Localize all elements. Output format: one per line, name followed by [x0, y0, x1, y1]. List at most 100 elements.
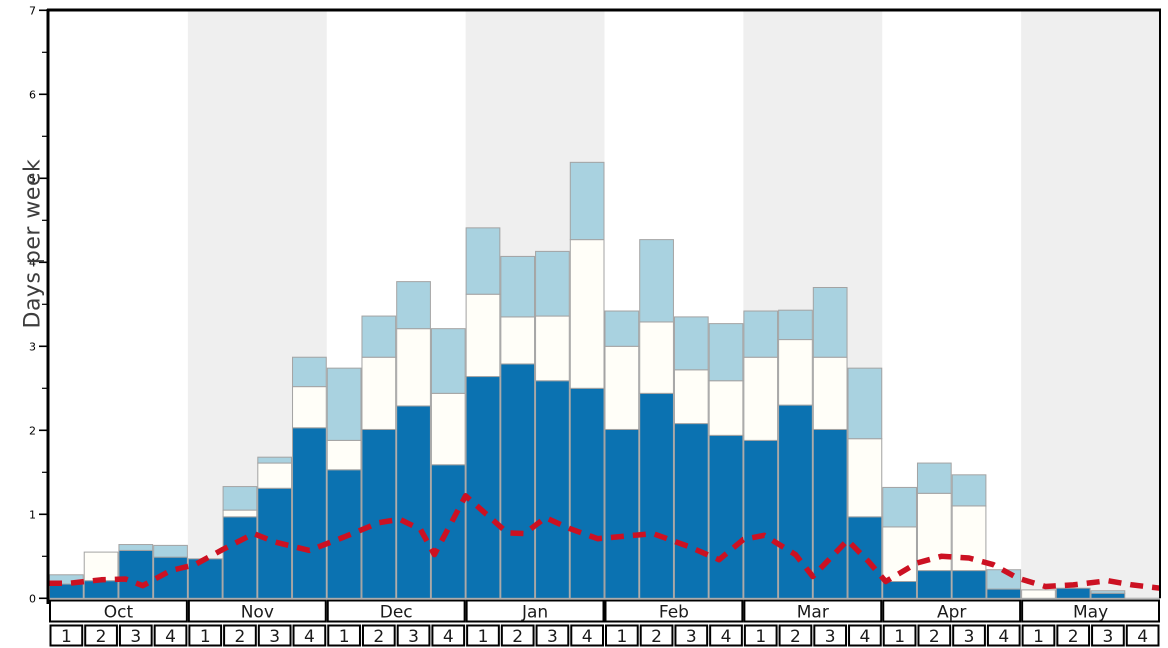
- bar-mar-w1-dark-blue-bottom: [743, 439, 779, 599]
- month-label-oct: Oct: [104, 603, 134, 623]
- y-tick-label: 2: [29, 424, 36, 437]
- week-number-label: 2: [1068, 627, 1079, 647]
- bar-dec-w3-white-middle: [396, 328, 431, 407]
- week-cell: [813, 624, 848, 647]
- bar-jan-w2-white-middle: [500, 316, 536, 365]
- week-cell: [466, 624, 500, 647]
- bar-mar-w1-light-blue-top: [743, 310, 779, 358]
- bar-feb-w2-white-middle: [639, 321, 674, 394]
- week-cell: [570, 624, 604, 647]
- bar-oct-w1-dark-blue-bottom: [49, 583, 84, 599]
- bar-feb-w1-white-middle: [604, 345, 640, 430]
- bar-dec-w4-white-middle: [430, 392, 466, 466]
- week-cell: [674, 624, 709, 647]
- bar-nov-w2-light-blue-top: [222, 486, 258, 511]
- week-cell: [952, 624, 986, 647]
- week-cell: [327, 624, 361, 647]
- bar-jan-w2-light-blue-top: [500, 255, 536, 318]
- month-label-dec: Dec: [380, 603, 413, 623]
- week-number-label: 2: [929, 627, 940, 647]
- week-cell: [153, 624, 188, 647]
- bar-mar-w4-light-blue-top: [847, 367, 883, 440]
- week-number-label: 4: [443, 627, 454, 647]
- month-label-jan: Jan: [521, 603, 548, 623]
- month-label-mar: Mar: [797, 603, 829, 623]
- y-tick-label: 5: [29, 172, 36, 185]
- bar-may-w3-light-blue-top: [1090, 590, 1126, 594]
- week-number-label: 2: [235, 627, 246, 647]
- bar-feb-w2-dark-blue-bottom: [639, 392, 674, 599]
- week-cell: [431, 624, 466, 647]
- dashed-red-trend: [49, 493, 1161, 591]
- week-cell: [1056, 624, 1091, 647]
- bar-dec-w1-light-blue-top: [326, 367, 362, 441]
- month-shading-band-may: [1021, 11, 1160, 598]
- bar-jan-w1-dark-blue-bottom: [465, 376, 501, 599]
- y-tick-label: 3: [29, 340, 36, 353]
- week-number-label: 1: [200, 627, 211, 647]
- week-number-label: 1: [61, 627, 72, 647]
- week-number-label: 3: [130, 627, 141, 647]
- week-cell: [778, 624, 813, 647]
- week-number-label: 4: [165, 627, 176, 647]
- week-cell: [605, 624, 639, 647]
- week-cell: [917, 624, 952, 647]
- bar-jan-w4-light-blue-top: [569, 161, 605, 241]
- week-cell: [1021, 624, 1056, 647]
- week-number-label: 2: [512, 627, 523, 647]
- week-number-label: 3: [825, 627, 836, 647]
- week-number-label: 1: [894, 627, 905, 647]
- week-cell: [1125, 624, 1160, 647]
- y-tick-label: 1: [29, 508, 36, 521]
- week-number-label: 3: [408, 627, 419, 647]
- month-cell-dec: [326, 599, 466, 623]
- week-cell: [743, 624, 778, 647]
- week-number-label: 3: [547, 627, 558, 647]
- bar-feb-w3-dark-blue-bottom: [673, 423, 709, 599]
- bar-apr-w2-dark-blue-bottom: [916, 570, 952, 599]
- bar-may-w3-dark-blue-bottom: [1090, 592, 1126, 599]
- week-cell: [396, 624, 431, 647]
- y-tick-label: 4: [29, 256, 36, 269]
- week-number-label: 4: [582, 627, 593, 647]
- bar-jan-w4-dark-blue-bottom: [569, 387, 605, 599]
- bar-feb-w3-white-middle: [673, 369, 709, 425]
- bar-may-w2-dark-blue-bottom: [1055, 587, 1091, 599]
- bar-oct-w4-light-blue-top: [153, 544, 188, 558]
- bar-jan-w1-white-middle: [465, 293, 501, 378]
- week-number-label: 3: [269, 627, 280, 647]
- bar-dec-w1-white-middle: [326, 439, 362, 471]
- bar-oct-w3-dark-blue-bottom: [118, 549, 154, 599]
- month-cell-apr: [882, 599, 1022, 623]
- bar-jan-w3-light-blue-top: [535, 250, 570, 317]
- week-number-label: 2: [790, 627, 801, 647]
- week-cell: [118, 624, 153, 647]
- week-number-label: 2: [96, 627, 107, 647]
- bar-feb-w4-dark-blue-bottom: [708, 434, 744, 599]
- week-cell: [500, 624, 535, 647]
- bar-nov-w2-dark-blue-bottom: [222, 516, 258, 599]
- week-number-label: 1: [616, 627, 627, 647]
- bar-mar-w2-light-blue-top: [778, 309, 813, 341]
- bar-dec-w3-light-blue-top: [396, 281, 431, 330]
- month-label-apr: Apr: [937, 603, 966, 623]
- bar-feb-w2-light-blue-top: [639, 239, 674, 323]
- bar-dec-w2-dark-blue-bottom: [361, 428, 397, 599]
- bar-feb-w1-dark-blue-bottom: [604, 428, 640, 599]
- week-cell: [361, 624, 396, 647]
- bar-mar-w2-white-middle: [778, 339, 813, 406]
- y-tick-label: 0: [29, 592, 36, 605]
- month-cell-feb: [604, 599, 744, 623]
- bar-jan-w3-dark-blue-bottom: [535, 380, 570, 599]
- week-number-label: 2: [651, 627, 662, 647]
- bar-mar-w2-dark-blue-bottom: [778, 404, 813, 599]
- month-cell-may: [1021, 599, 1160, 623]
- bar-nov-w3-light-blue-top: [257, 456, 293, 464]
- bar-apr-w1-light-blue-top: [882, 486, 917, 528]
- week-cell: [292, 624, 327, 647]
- week-number-label: 4: [304, 627, 315, 647]
- week-number-label: 3: [1103, 627, 1114, 647]
- y-axis-title: Days per week: [20, 158, 46, 329]
